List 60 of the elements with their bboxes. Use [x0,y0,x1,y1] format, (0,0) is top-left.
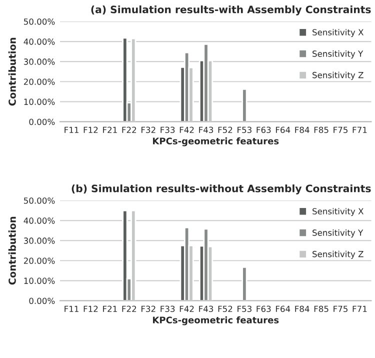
y-tick-label: 20.00% [24,258,55,264]
legend-label: Sensitivity X [312,208,364,216]
x-tick-label: F32 [142,306,156,312]
x-tick-label: F43 [199,126,214,134]
x-tick-label: F64 [276,126,290,134]
x-tick-label: F63 [256,126,271,134]
x-tick-label: F33 [160,306,175,312]
y-tick-label: 20.00% [24,78,55,85]
y-tick-label: 30.00% [24,58,55,65]
x-tick-label: F32 [142,126,156,134]
x-tick-label: F84 [295,126,310,134]
x-tick-label: F21 [103,306,117,312]
x-tick-label: F52 [218,126,232,134]
y-axis-title: Contribution [8,216,16,285]
y-tick-label: 40.00% [24,218,55,224]
x-tick-label: F64 [276,306,290,312]
y-axis-title: Contribution [8,38,16,106]
x-tick-label: F52 [218,306,232,312]
x-tick-label: F21 [103,126,117,133]
x-tick-label: F11 [64,306,78,312]
y-tick-label: 10.00% [24,98,55,105]
legend-label: Sensitivity Z [312,250,364,259]
x-tick-label: F53 [238,306,252,312]
x-tick-label: F42 [180,126,194,133]
bar [242,266,248,301]
x-tick-label: F42 [180,306,194,312]
y-tick-label: 0.00% [29,118,55,126]
bar [122,37,128,122]
bar [242,88,248,122]
y-tick-label: 50.00% [24,197,55,204]
x-tick-label: F12 [84,126,98,133]
x-tick-label: F84 [295,306,310,312]
legend-label: Sensitivity Y [312,50,364,58]
x-tick-label: F12 [84,306,98,312]
x-tick-label: F75 [334,306,348,312]
x-tick-label: F71 [352,126,367,133]
y-tick-label: 40.00% [24,38,55,45]
chart-title: (b) Simulation results-without Assembly Constraints [72,184,371,194]
bar [122,210,128,301]
y-tick-label: 10.00% [24,278,55,284]
x-tick-label: F63 [256,306,271,312]
x-tick-label: F11 [64,126,78,133]
legend-label: Sensitivity Y [312,229,364,238]
x-tick-label: F75 [334,126,348,134]
y-tick-label: 0.00% [29,298,55,304]
x-axis-title: KPCs-geometric features [153,137,279,146]
y-tick-label: 30.00% [24,238,55,244]
x-axis-title: KPCs-geometric features [153,316,279,326]
legend-label: Sensitivity X [312,28,364,38]
x-tick-label: F33 [160,126,175,134]
x-tick-label: F22 [122,306,136,312]
x-tick-label: F22 [122,126,136,133]
x-tick-label: F85 [314,306,328,312]
chart-title: (a) Simulation results-with Assembly Constraints [91,5,371,16]
x-tick-label: F71 [352,306,367,312]
legend-label: Sensitivity Z [312,72,364,80]
x-tick-label: F85 [314,126,328,134]
x-tick-label: F53 [238,126,252,134]
x-tick-label: F43 [199,306,214,312]
y-tick-label: 50.00% [24,18,55,25]
